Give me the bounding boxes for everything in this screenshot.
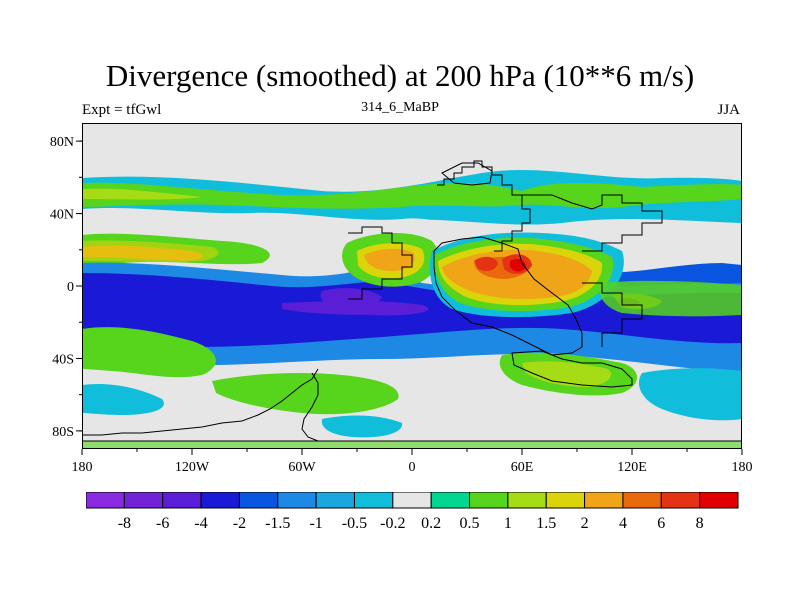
colorbar-swatch	[430, 492, 471, 509]
x-tick-label: 60W	[288, 460, 316, 475]
colorbar-swatch	[277, 492, 317, 509]
coast-asia	[522, 194, 663, 252]
subtrop-yellow-west	[82, 240, 219, 262]
run-label: 314_6_MaBP	[361, 100, 439, 115]
colorbar-label: 6	[657, 515, 665, 532]
plot-frame	[82, 123, 742, 449]
coastlines	[82, 160, 742, 442]
x-tick-label: 180	[732, 460, 753, 475]
y-tick-label: 80N	[50, 135, 74, 150]
colorbar-label: 1.5	[536, 515, 556, 532]
sh-cyan-mid	[321, 415, 403, 438]
colorbar-label: -2	[233, 515, 246, 532]
colorbar-swatch	[545, 492, 586, 509]
antarctic-green-strip	[82, 441, 742, 449]
colorbar-label: -1	[309, 515, 322, 532]
colorbar-label: -4	[194, 515, 207, 532]
sh-green-mid	[212, 373, 399, 415]
colorbar-swatch	[162, 492, 202, 509]
coast-australia	[511, 350, 633, 388]
y-tick-label: 80S	[52, 425, 74, 440]
sh-green-band	[82, 327, 216, 378]
colorbar-label: 0.2	[421, 515, 441, 532]
colorbar-swatch	[353, 492, 394, 509]
colorbar-swatch	[392, 492, 432, 509]
season-label: JJA	[717, 102, 740, 118]
coast-greenland	[441, 162, 493, 186]
colorbar-label: 8	[696, 515, 704, 532]
colorbar-swatch	[238, 492, 279, 509]
colorbar: -8 -6 -4 -2 -1.5 -1 -0.5 -0.2 0.2 0.5 1 1.5 2 4 6 8	[86, 492, 739, 532]
x-tick-label: 0	[409, 460, 416, 475]
colorbar-swatch	[469, 492, 509, 509]
afro-asia-red-1	[474, 256, 498, 271]
coast-north-america	[437, 160, 531, 252]
colorbar-label: -6	[156, 515, 169, 532]
coast-south-america	[348, 226, 413, 300]
colorbar-swatch	[622, 492, 662, 509]
coast-se-asia	[582, 282, 643, 347]
colorbar-swatch	[699, 492, 739, 509]
colorbar-swatch	[584, 492, 624, 509]
x-tick-label: 120W	[175, 460, 210, 475]
colorbar-swatch	[507, 492, 547, 509]
colorbar-label: -8	[118, 515, 131, 532]
y-tick-label: 40S	[52, 352, 74, 367]
colorbar-swatch	[660, 492, 701, 509]
divergence-map	[82, 123, 742, 449]
colorbar-label: 2	[581, 515, 589, 532]
colorbar-swatch	[86, 492, 125, 509]
colorbar-swatch	[123, 492, 164, 509]
sh-lightgreen-east	[522, 361, 612, 387]
nh-green-band	[82, 182, 742, 209]
coast-africa	[433, 236, 583, 356]
chart-title: Divergence (smoothed) at 200 hPa (10**6 …	[105, 58, 695, 93]
coast-andes-south	[82, 368, 319, 436]
colorbar-label: -1.5	[265, 515, 290, 532]
field-layer	[82, 123, 742, 449]
x-tick-label: 180	[72, 460, 93, 475]
atlantic-purple-blob	[320, 288, 382, 309]
colorbar-swatch	[200, 492, 240, 509]
colorbar-label: -0.5	[342, 515, 367, 532]
experiment-label: Expt = tfGwl	[82, 102, 162, 118]
y-tick-label: 0	[67, 280, 74, 295]
sh-cyan-east	[638, 368, 742, 421]
colorbar-label: 1	[504, 515, 512, 532]
sh-cyan-west	[82, 383, 164, 415]
colorbar-label: 4	[619, 515, 627, 532]
x-tick-label: 120E	[617, 460, 647, 475]
x-tick-label: 60E	[511, 460, 534, 475]
colorbar-label: -0.2	[380, 515, 405, 532]
nh-lightgreen-patch	[82, 188, 202, 200]
west-pacific-green	[599, 280, 742, 317]
colorbar-swatch	[315, 492, 355, 509]
coast-antarctic-peninsula	[301, 372, 319, 442]
colorbar-label: 0.5	[460, 515, 480, 532]
y-tick-label: 40N	[50, 208, 74, 223]
